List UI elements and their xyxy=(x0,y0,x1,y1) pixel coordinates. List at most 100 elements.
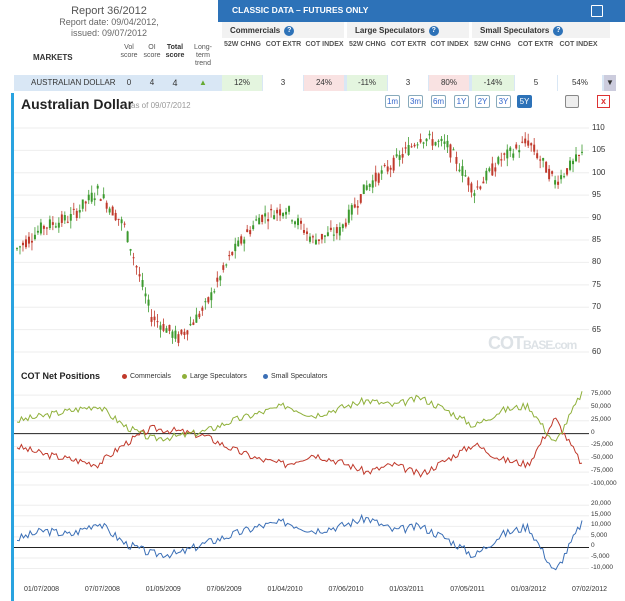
candle-body xyxy=(201,307,204,311)
candle-body xyxy=(548,168,551,180)
sub-header: COT INDEX xyxy=(305,41,344,48)
candle-body xyxy=(96,185,99,189)
selection-bar xyxy=(11,93,14,601)
help-icon[interactable]: ? xyxy=(553,26,564,36)
cot-upper-ytick: -75,000 xyxy=(591,467,614,475)
help-icon[interactable]: ? xyxy=(428,26,439,36)
range-button-1Y[interactable]: 1Y xyxy=(454,95,469,108)
print-icon[interactable] xyxy=(591,5,603,17)
candle-body xyxy=(192,322,195,325)
market-name[interactable]: AUSTRALIAN DOLLAR xyxy=(31,78,116,87)
candle-body xyxy=(117,218,120,220)
candle-body xyxy=(153,316,156,321)
x-axis-tick: 07/06/2010 xyxy=(328,586,364,593)
comm-52w-chng: 12% xyxy=(222,75,262,91)
candle-body xyxy=(575,154,578,162)
candle-body xyxy=(249,230,252,235)
range-button-6m[interactable]: 6m xyxy=(431,95,446,108)
candle-body xyxy=(530,143,533,146)
chart-title: Australian Dollar xyxy=(21,96,134,112)
report-title: Report 36/2012 xyxy=(71,5,147,17)
markets-header: MARKETS xyxy=(33,53,73,62)
price-ytick: 100 xyxy=(592,167,606,177)
candle-body xyxy=(105,202,108,209)
as-of-date: as of 09/07/2012 xyxy=(131,101,191,110)
large-52w-chng: -11% xyxy=(347,75,387,91)
candle-body xyxy=(294,221,297,225)
candle-body xyxy=(398,155,401,160)
range-button-3Y[interactable]: 3Y xyxy=(496,95,511,108)
candle-body xyxy=(129,249,132,251)
candle-body xyxy=(350,205,353,215)
banner-title: CLASSIC DATA – FUTURES ONLY xyxy=(232,5,369,15)
cot-lower-ytick: -10,000 xyxy=(591,563,614,571)
candle-body xyxy=(63,215,66,221)
candle-body xyxy=(512,153,515,158)
candle-body xyxy=(60,214,63,223)
candle-body xyxy=(150,316,153,322)
candle-body xyxy=(494,167,497,172)
expand-chevron-icon[interactable]: ▼ xyxy=(604,75,616,91)
candle-body xyxy=(500,159,503,161)
candle-body xyxy=(264,213,267,217)
candle-body xyxy=(329,227,332,231)
candle-body xyxy=(308,236,311,242)
cot-lower-ytick: 15,000 xyxy=(591,510,611,518)
candle-body xyxy=(27,236,30,244)
x-axis-tick: 01/07/2008 xyxy=(24,586,60,593)
candle-body xyxy=(36,230,39,233)
price-chart xyxy=(14,127,589,353)
price-ytick: 60 xyxy=(592,347,601,357)
candle-body xyxy=(48,219,51,229)
x-axis-tick: 01/05/2009 xyxy=(145,586,181,593)
candle-body xyxy=(186,330,189,335)
total-score-header: Total score xyxy=(165,44,185,59)
group-small-speculators: Small Speculators? xyxy=(472,22,610,38)
candle-body xyxy=(297,218,300,226)
candle-body xyxy=(572,160,575,165)
candle-body xyxy=(341,224,344,229)
range-button-1m[interactable]: 1m xyxy=(385,95,400,108)
range-button-5Y[interactable]: 5Y xyxy=(517,95,532,108)
candle-body xyxy=(368,184,371,188)
candle-body xyxy=(51,222,54,225)
candle-body xyxy=(428,133,431,136)
candle-body xyxy=(377,173,380,183)
candle-body xyxy=(54,226,57,228)
candle-body xyxy=(288,206,291,212)
candle-body xyxy=(515,144,518,149)
candle-body xyxy=(446,140,449,148)
candle-body xyxy=(518,150,521,153)
candle-body xyxy=(87,194,90,201)
price-ytick: 95 xyxy=(592,190,601,200)
cot-upper-ytick: 75,000 xyxy=(591,390,611,398)
candle-body xyxy=(228,255,231,257)
range-button-3m[interactable]: 3m xyxy=(408,95,423,108)
candle-body xyxy=(174,330,177,339)
candle-body xyxy=(99,199,102,201)
candle-body xyxy=(524,138,527,144)
candle-body xyxy=(222,265,225,270)
small-speculators-line xyxy=(16,513,583,571)
x-axis-tick: 01/04/2010 xyxy=(267,586,303,593)
cot-lower-ytick: 20,000 xyxy=(591,500,611,508)
cotbase-watermark: COTBASE.com xyxy=(488,333,577,353)
candle-body xyxy=(90,192,93,202)
cot-lower-ytick: -5,000 xyxy=(591,553,610,560)
candle-body xyxy=(356,206,359,208)
candle-body xyxy=(126,231,129,243)
close-icon[interactable]: x xyxy=(597,95,610,108)
cot-chart-lower xyxy=(14,504,589,571)
printer-icon[interactable] xyxy=(565,95,579,108)
cot-lower-ytick: 0 xyxy=(591,542,595,550)
candle-body xyxy=(431,139,434,146)
range-button-2Y[interactable]: 2Y xyxy=(475,95,490,108)
cot-upper-ytick: 50,000 xyxy=(591,402,611,410)
x-axis-tick: 07/07/2008 xyxy=(84,586,120,593)
candle-body xyxy=(84,201,87,204)
price-ytick: 75 xyxy=(592,279,601,289)
price-ytick: 105 xyxy=(592,145,606,155)
help-icon[interactable]: ? xyxy=(284,26,295,36)
x-axis-tick: 01/03/2011 xyxy=(389,586,424,593)
candle-body xyxy=(273,215,276,220)
